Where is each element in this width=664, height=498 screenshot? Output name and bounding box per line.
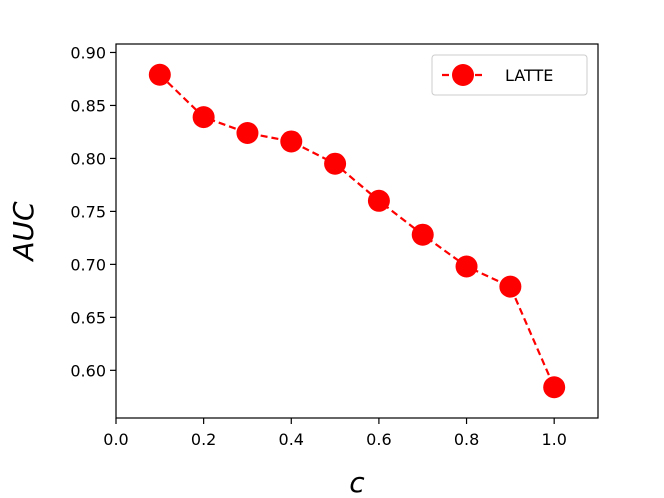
x-tick-label: 0.6 (366, 430, 391, 449)
x-tick-label: 0.0 (103, 430, 128, 449)
data-point (367, 189, 390, 212)
y-tick-label: 0.65 (70, 308, 106, 327)
legend-marker (452, 64, 474, 86)
legend-label: LATTE (505, 66, 553, 85)
data-point (148, 63, 171, 86)
x-tick-label: 0.8 (454, 430, 479, 449)
plot-area (116, 44, 598, 418)
legend: LATTE (431, 54, 588, 96)
x-axis-title: c (349, 466, 365, 498)
legend-box (431, 54, 588, 96)
data-point (543, 376, 566, 399)
y-tick-label: 0.90 (70, 43, 106, 62)
data-point (280, 130, 303, 153)
x-tick-label: 1.0 (541, 430, 566, 449)
data-point (455, 255, 478, 278)
data-point (499, 275, 522, 298)
y-tick-label: 0.60 (70, 361, 106, 380)
y-tick-label: 0.75 (70, 202, 106, 221)
data-point (324, 152, 347, 175)
x-axis-ticks: 0.0 0.2 0.4 0.6 0.8 1.0 (103, 418, 567, 449)
y-axis-ticks: 0.60 0.65 0.70 0.75 0.80 0.85 0.90 (70, 43, 116, 380)
x-tick-label: 0.4 (279, 430, 304, 449)
data-point (236, 121, 259, 144)
y-tick-label: 0.70 (70, 255, 106, 274)
data-point (192, 106, 215, 129)
y-tick-label: 0.80 (70, 149, 106, 168)
data-point (411, 223, 434, 246)
y-tick-label: 0.85 (70, 96, 106, 115)
plot-frame (115, 43, 599, 419)
y-axis-title: AUC (7, 201, 40, 263)
x-tick-label: 0.2 (191, 430, 216, 449)
series-layer (148, 63, 566, 399)
